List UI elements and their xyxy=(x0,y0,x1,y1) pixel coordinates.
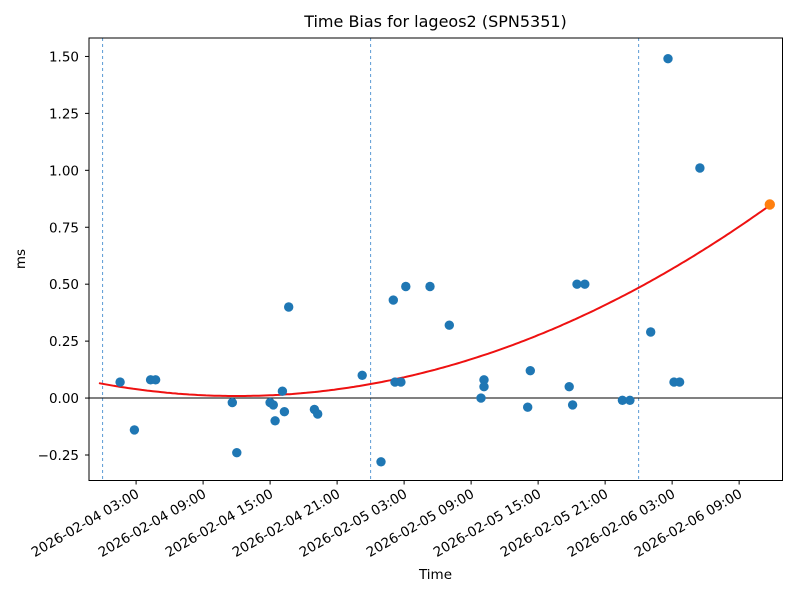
data-point xyxy=(357,370,367,380)
data-point xyxy=(479,375,489,385)
data-point xyxy=(663,54,673,64)
data-point xyxy=(476,393,486,403)
data-point xyxy=(479,382,489,392)
data-point xyxy=(268,400,278,410)
data-point xyxy=(388,295,398,305)
data-points-group xyxy=(115,54,775,467)
data-point xyxy=(150,375,161,385)
data-point xyxy=(523,402,533,412)
data-point xyxy=(396,377,406,387)
data-point xyxy=(525,366,535,376)
fit-curve-group xyxy=(98,204,771,397)
data-point xyxy=(279,407,290,417)
data-point xyxy=(580,279,590,289)
fit-curve xyxy=(98,204,771,397)
data-point xyxy=(401,281,411,292)
data-point xyxy=(646,327,656,337)
chart-title: Time Bias for lageos2 (SPN5351) xyxy=(303,12,567,31)
data-point xyxy=(232,448,242,458)
y-tick-label: 0.00 xyxy=(49,391,79,407)
day-boundary-lines xyxy=(102,38,640,481)
data-point xyxy=(115,377,125,387)
data-point xyxy=(625,395,635,405)
y-tick-label: 1.50 xyxy=(49,49,79,65)
data-point xyxy=(674,377,685,387)
y-tick-label: 1.25 xyxy=(49,106,79,122)
data-point xyxy=(617,395,628,405)
y-axis-label: ms xyxy=(13,249,29,269)
data-point xyxy=(695,163,705,173)
data-point xyxy=(376,457,386,467)
y-tick-label: −0.25 xyxy=(38,448,79,464)
x-tick-label: 2026-02-04 03:00 xyxy=(29,486,142,561)
data-point xyxy=(270,416,280,426)
y-tick-label: 0.75 xyxy=(49,220,79,236)
data-point xyxy=(284,302,294,312)
data-point xyxy=(567,400,578,410)
data-point xyxy=(313,409,323,419)
data-point xyxy=(564,382,574,392)
data-point xyxy=(227,397,237,408)
x-axis-label: Time xyxy=(418,567,452,583)
data-point xyxy=(444,320,454,330)
plot-frame-group xyxy=(88,37,783,481)
data-point xyxy=(129,425,140,435)
data-point xyxy=(277,386,288,396)
data-point xyxy=(425,281,435,292)
highlight-point xyxy=(764,199,775,210)
y-tick-label: 0.25 xyxy=(49,334,79,350)
data-point xyxy=(572,279,582,289)
y-ticks-group: −0.25 0.00 0.25 0.50 0.75 1.00 1.25 1.50 xyxy=(38,49,89,464)
y-tick-label: 0.50 xyxy=(49,277,79,293)
plot-frame xyxy=(88,37,783,481)
y-tick-label: 1.00 xyxy=(49,163,79,179)
